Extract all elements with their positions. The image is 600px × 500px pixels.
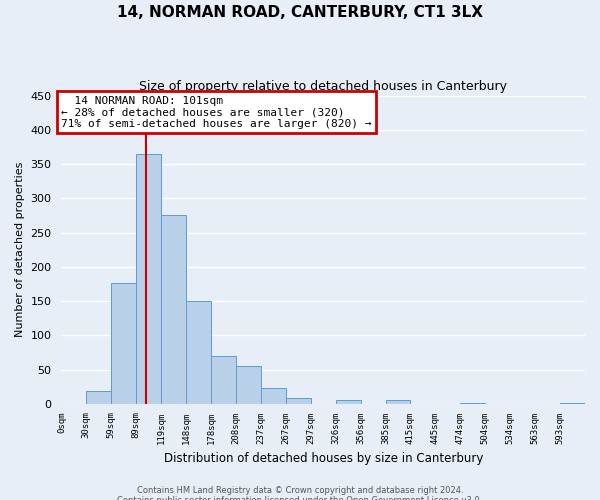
Bar [136, 154, 161, 404]
X-axis label: Distribution of detached houses by size in Canterbury: Distribution of detached houses by size … [164, 452, 483, 465]
Bar [560, 403, 585, 404]
Bar [335, 400, 361, 404]
Bar [460, 403, 485, 404]
Bar [286, 398, 311, 404]
Title: Size of property relative to detached houses in Canterbury: Size of property relative to detached ho… [139, 80, 507, 93]
Bar [111, 282, 136, 404]
Bar [161, 216, 186, 404]
Text: 14, NORMAN ROAD, CANTERBURY, CT1 3LX: 14, NORMAN ROAD, CANTERBURY, CT1 3LX [117, 5, 483, 20]
Text: 14 NORMAN ROAD: 101sqm  
← 28% of detached houses are smaller (320)
71% of semi-: 14 NORMAN ROAD: 101sqm ← 28% of detached… [61, 96, 372, 129]
Bar [386, 400, 410, 404]
Bar [261, 388, 286, 404]
Bar [236, 366, 261, 404]
Bar [211, 356, 236, 404]
Text: Contains HM Land Registry data © Crown copyright and database right 2024.: Contains HM Land Registry data © Crown c… [137, 486, 463, 495]
Y-axis label: Number of detached properties: Number of detached properties [15, 162, 25, 338]
Bar [186, 301, 211, 404]
Text: Contains public sector information licensed under the Open Government Licence v3: Contains public sector information licen… [118, 496, 482, 500]
Bar [86, 392, 111, 404]
